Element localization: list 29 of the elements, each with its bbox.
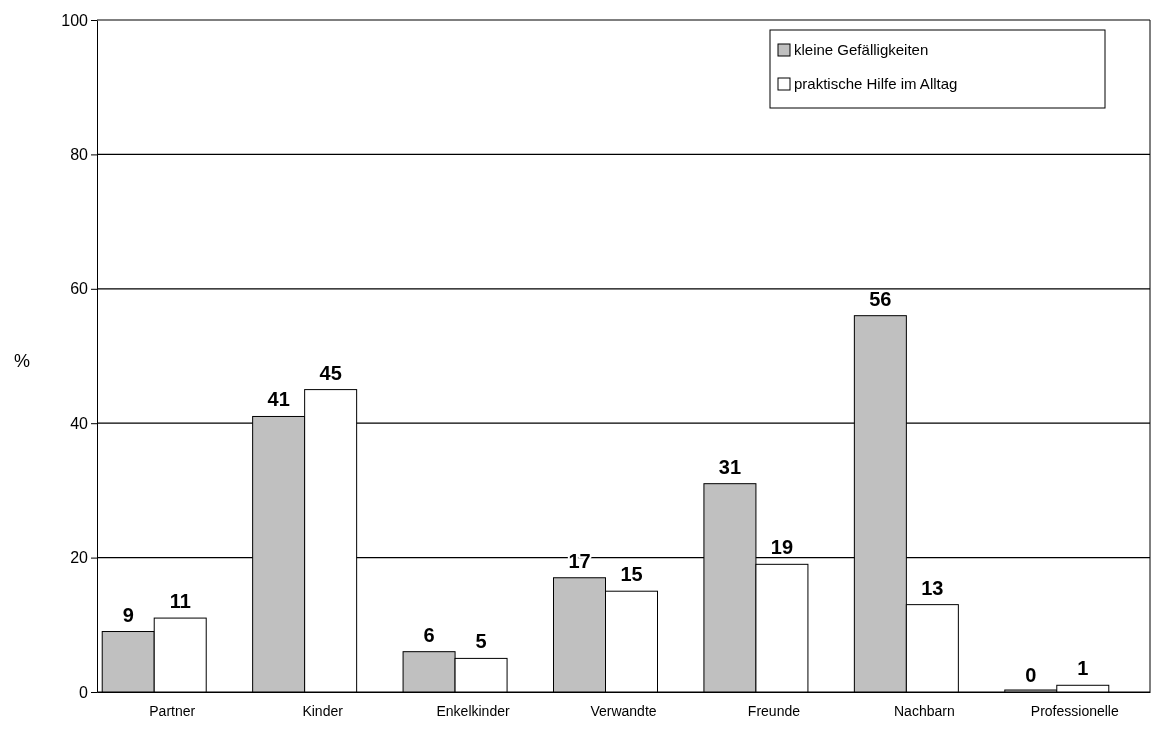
x-tick-label: Verwandte [590,702,657,719]
legend-label: kleine Gefälligkeiten [794,41,929,58]
data-label: 5 [475,630,487,653]
data-label: 41 [267,388,290,411]
y-tick-label: 100 [61,11,89,29]
data-label: 13 [921,576,944,599]
y-tick-label: 80 [70,146,89,164]
data-label: 31 [718,455,742,478]
data-label: 9 [122,603,134,626]
y-tick-label: 20 [70,549,89,567]
data-label: 0 [1025,664,1037,686]
x-tick-label: Freunde [747,702,801,719]
data-label: 45 [319,361,342,384]
legend-label: praktische Hilfe im Alltag [794,75,958,92]
y-tick-label: 60 [70,280,89,298]
y-axis-title: % [13,351,31,371]
y-tick-label: 40 [70,414,89,432]
x-tick-label: Nachbarn [894,702,955,719]
x-tick-label: Kinder [302,702,344,719]
data-label: 11 [169,590,191,613]
data-label: 19 [770,536,794,559]
data-label: 1 [1077,657,1089,680]
x-tick-label: Enkelkinder [436,702,510,719]
data-label: 56 [869,287,892,310]
x-tick-label: Partner [149,702,196,719]
y-tick-label: 0 [79,683,89,701]
data-label: 6 [423,623,435,646]
x-tick-label: Professionelle [1030,702,1119,719]
data-label: 15 [620,563,643,586]
